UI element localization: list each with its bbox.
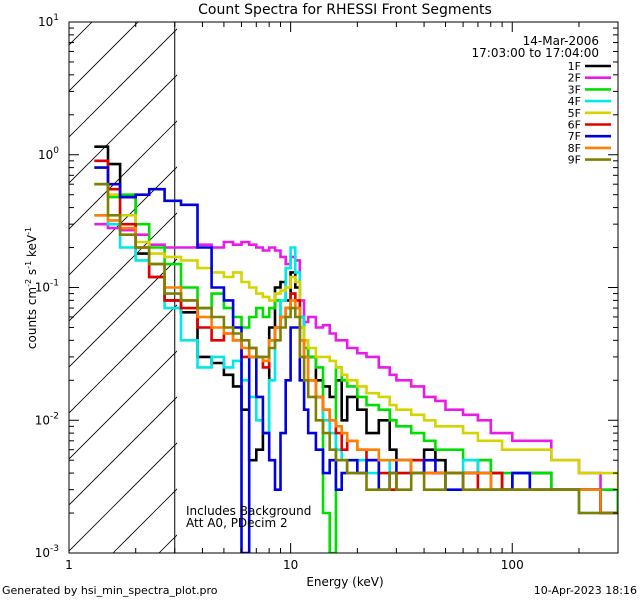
hatch-line xyxy=(69,350,177,460)
series-line-3F xyxy=(94,182,618,553)
legend-label-4F: 4F xyxy=(568,95,581,108)
hatch-line xyxy=(69,442,177,552)
axis-tick-labels: 1 10 100 10-3 10-2 10-1 100 101 xyxy=(35,13,524,572)
y-tick-label: 10-2 xyxy=(35,411,59,427)
x-tick-label: 100 xyxy=(501,558,524,572)
legend-label-6F: 6F xyxy=(568,119,581,132)
hatch-line xyxy=(112,488,177,553)
hatch-line xyxy=(69,120,177,230)
legend-label-7F: 7F xyxy=(568,130,581,143)
legend-label-8F: 8F xyxy=(568,142,581,155)
x-axis-label: Energy (keV) xyxy=(306,575,383,589)
generated-by-text: Generated by hsi_min_spectra_plot.pro xyxy=(2,584,218,597)
generation-date-text: 10-Apr-2023 18:16 xyxy=(534,584,637,597)
legend-label-1F: 1F xyxy=(568,60,581,73)
series-layer xyxy=(94,145,618,553)
hatch-line xyxy=(0,0,89,553)
background-note: Includes Background xyxy=(186,504,311,518)
y-tick-label: 101 xyxy=(38,13,59,29)
hatch-line xyxy=(69,28,177,138)
time-range-annotation: 17:03:00 to 17:04:00 xyxy=(472,46,599,60)
hatch-line xyxy=(69,396,177,506)
y-tick-label: 10-3 xyxy=(35,544,59,560)
y-tick-label: 100 xyxy=(38,146,59,162)
y-axis-label: counts cm-2 s-1 keV-1 xyxy=(24,227,39,349)
x-tick-label: 10 xyxy=(283,558,298,572)
series-line-7F xyxy=(94,166,618,553)
attenuator-note: Att A0, PDecim 2 xyxy=(186,516,288,530)
hatch-line xyxy=(69,166,177,276)
series-line-2F xyxy=(94,222,618,491)
legend-label-5F: 5F xyxy=(568,107,581,120)
date-annotation: 14-Mar-2006 xyxy=(523,34,599,48)
x-tick-label: 1 xyxy=(65,558,73,572)
axis-ticks xyxy=(68,21,619,554)
legend-label-3F: 3F xyxy=(568,83,581,96)
legend-label-9F: 9F xyxy=(568,154,581,167)
hatch-line xyxy=(69,22,93,46)
hatch-line xyxy=(69,258,177,368)
hatch-line xyxy=(0,0,135,553)
hatched-region xyxy=(0,0,177,553)
series-line-9F xyxy=(94,182,618,515)
y-tick-label: 10-1 xyxy=(35,279,59,295)
legend-label-2F: 2F xyxy=(568,72,581,85)
hatch-line xyxy=(69,22,139,92)
chart-title: Count Spectra for RHESSI Front Segments xyxy=(198,2,492,18)
